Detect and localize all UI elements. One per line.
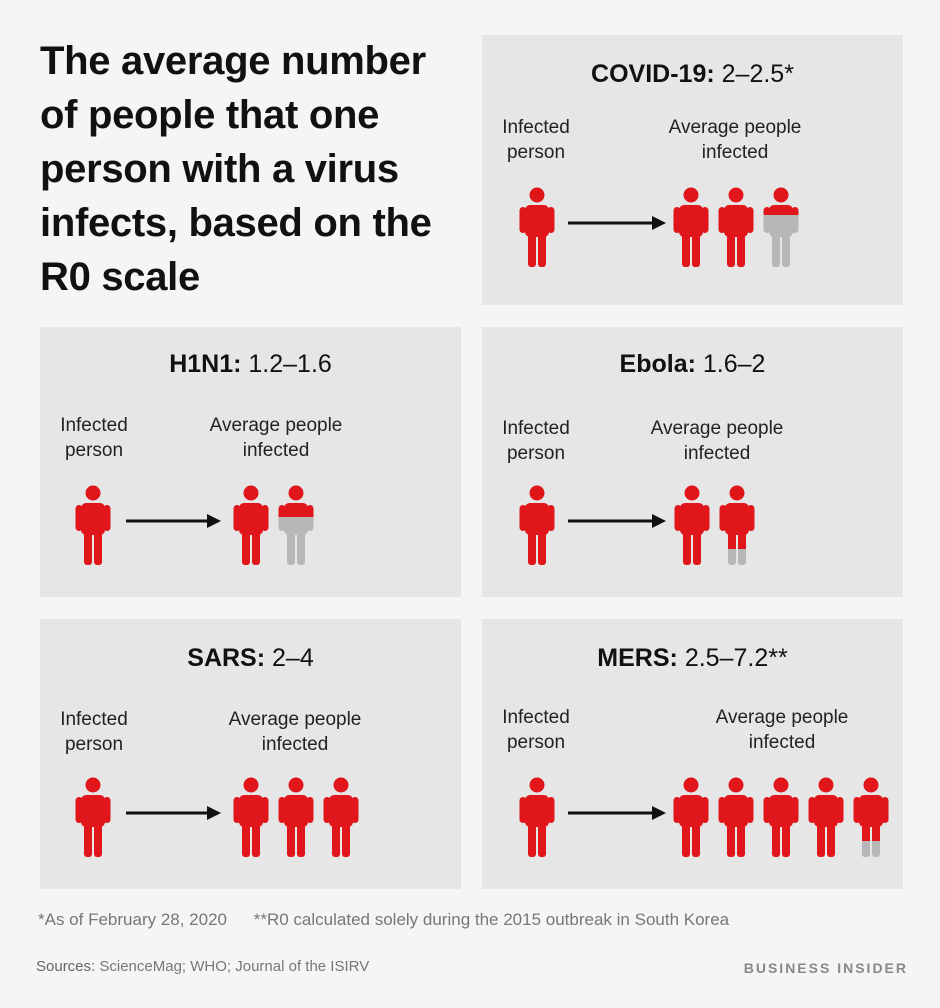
r0-range: 2–2.5*: [721, 60, 794, 88]
average-infected-person-icon: [853, 777, 889, 857]
r0-range: 2–4: [272, 644, 314, 672]
average-people-label: Average people infected: [668, 117, 802, 163]
panel-title: Ebola: 1.6–2: [482, 350, 903, 379]
footnote-as-of: *As of February 28, 2020: [38, 910, 228, 929]
virus-name: COVID-19:: [591, 60, 715, 88]
average-infected-person-icon: [763, 777, 799, 857]
virus-name: H1N1:: [169, 350, 242, 378]
infected-person-label: Infected person: [60, 709, 128, 755]
infected-person-icon: [519, 485, 555, 565]
r0-range: 2.5–7.2**: [684, 644, 788, 672]
main-title: The average number of people that one pe…: [40, 39, 432, 299]
panel-covid: COVID-19: 2–2.5* Infected person Average…: [482, 35, 903, 305]
panel-ebola: Ebola: 1.6–2 Infected person Average peo…: [482, 327, 903, 597]
virus-name: MERS:: [597, 644, 678, 672]
panel-title: SARS: 2–4: [40, 644, 461, 673]
sources: Sources: ScienceMag; WHO; Journal of the…: [36, 958, 369, 975]
infected-person-icon: [75, 777, 111, 857]
average-infected-person-icon: [323, 777, 359, 857]
infected-person-icon: [519, 777, 555, 857]
average-infected-person-icon: [718, 187, 754, 267]
average-infected-person-icon: [278, 777, 314, 857]
average-infected-person-icon: [763, 187, 799, 267]
infected-person-label: Infected person: [502, 117, 570, 163]
panel-mers: MERS: 2.5–7.2** Infected person Average …: [482, 619, 903, 889]
r0-range: 1.6–2: [702, 350, 766, 378]
panel-title: H1N1: 1.2–1.6: [40, 350, 461, 379]
panel-h1n1: H1N1: 1.2–1.6 Infected person Average pe…: [40, 327, 461, 597]
virus-name: SARS:: [187, 644, 266, 672]
sources-text: ScienceMag; WHO; Journal of the ISIRV: [99, 958, 370, 975]
average-infected-person-icon: [673, 187, 709, 267]
arrow-icon: [568, 216, 666, 230]
virus-name: Ebola:: [619, 350, 696, 378]
infected-person-label: Infected person: [502, 707, 570, 753]
r0-range: 1.2–1.6: [248, 350, 332, 378]
infected-person-label: Infected person: [502, 418, 570, 464]
average-people-label: Average people infected: [209, 415, 343, 461]
arrow-icon: [568, 514, 666, 528]
arrow-icon: [126, 514, 221, 528]
average-infected-person-icon: [718, 777, 754, 857]
panel-title: MERS: 2.5–7.2**: [482, 644, 903, 673]
infected-person-icon: [75, 485, 111, 565]
average-infected-person-icon: [674, 485, 710, 565]
infected-person-label: Infected person: [60, 415, 128, 461]
arrow-icon: [568, 806, 666, 820]
average-people-label: Average people infected: [715, 707, 849, 753]
average-infected-person-icon: [719, 485, 755, 565]
footnote-mers: **R0 calculated solely during the 2015 o…: [253, 910, 730, 929]
panel-title: COVID-19: 2–2.5*: [482, 60, 903, 89]
average-infected-person-icon: [233, 777, 269, 857]
average-infected-person-icon: [278, 485, 314, 565]
average-infected-person-icon: [673, 777, 709, 857]
sources-label: Sources:: [36, 958, 96, 975]
infected-person-icon: [519, 187, 555, 267]
average-people-label: Average people infected: [650, 418, 784, 464]
average-people-label: Average people infected: [228, 709, 362, 755]
business-insider-logo: BUSINESS INSIDER: [743, 960, 908, 976]
arrow-icon: [126, 806, 221, 820]
footnotes: *As of February 28, 2020 **R0 calculated…: [38, 910, 751, 930]
panel-sars: SARS: 2–4 Infected person Average people…: [40, 619, 461, 889]
average-infected-person-icon: [808, 777, 844, 857]
average-infected-person-icon: [233, 485, 269, 565]
